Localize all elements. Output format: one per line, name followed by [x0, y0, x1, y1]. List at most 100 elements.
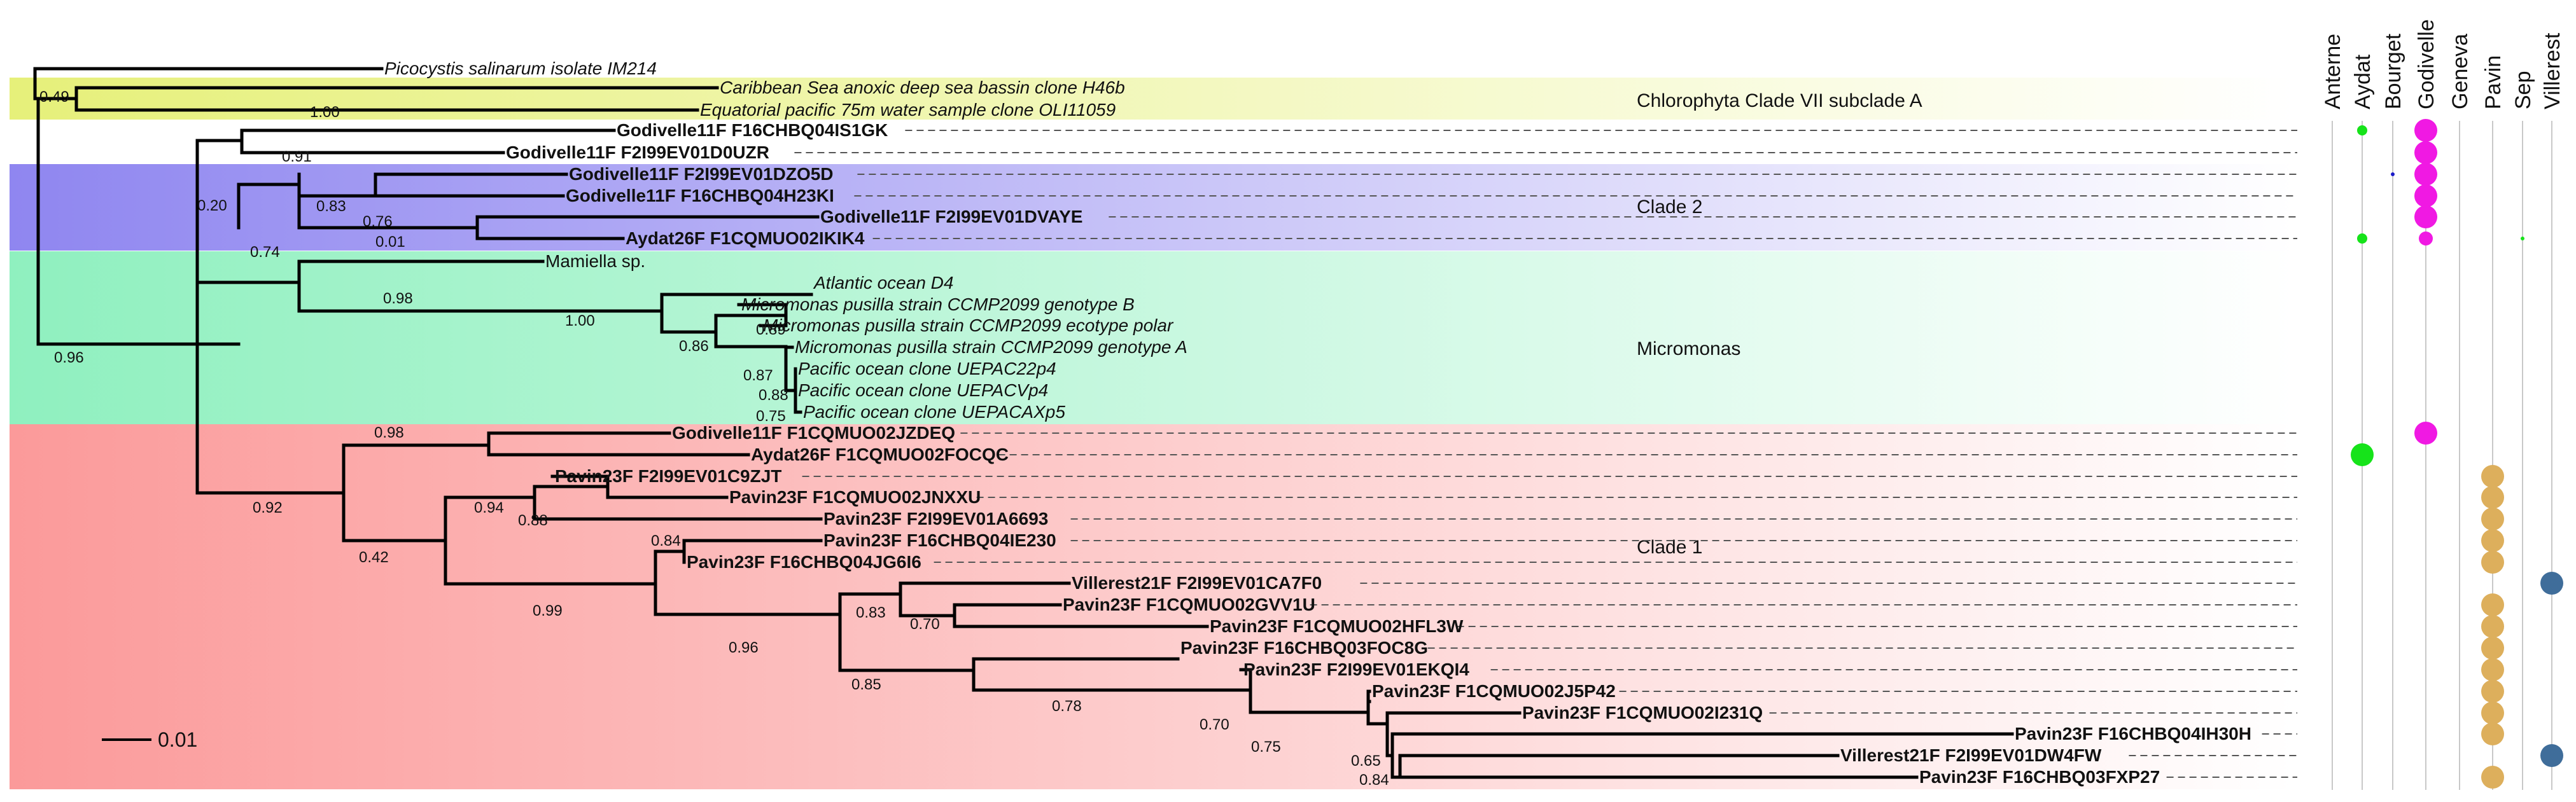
occurrence-bubble: [2481, 465, 2504, 488]
tip-label: Pavin23F F16CHBQ04IH30H: [2015, 724, 2251, 743]
band-chlorophyta: [10, 78, 2294, 120]
tip-label: Pavin23F F1CQMUO02JNXXU: [729, 487, 981, 507]
tip-guide-lines: [794, 130, 2297, 778]
tip-label: Atlantic ocean D4: [813, 273, 953, 293]
support-value: 0.92: [253, 499, 283, 516]
tip-label: Pavin23F F16CHBQ03FOC8G: [1180, 638, 1428, 658]
support-value: 0.84: [651, 532, 681, 550]
occurrence-bubble: [2414, 422, 2437, 445]
support-value: 0.84: [1359, 771, 1389, 789]
lake-header: Geneva: [2448, 34, 2472, 109]
occurrence-bubble: [2481, 529, 2504, 552]
scale-bar: 0.01: [102, 728, 197, 751]
occurrence-bubble: [2481, 766, 2504, 789]
tip-label: Pavin23F F1CQMUO02HFL3W: [1210, 616, 1464, 636]
support-value: 0.98: [374, 424, 404, 441]
tip-label: Pavin23F F1CQMUO02GVV1U: [1063, 595, 1315, 614]
clade-label-chlorophyta: Chlorophyta Clade VII subclade A: [1637, 90, 1922, 111]
tip-label: Pacific ocean clone UEPACVp4: [798, 380, 1048, 400]
support-value: 0.76: [363, 213, 393, 230]
support-value: 0.87: [743, 367, 773, 384]
support-value: 0.01: [375, 233, 405, 251]
clade-label-clade2: Clade 2: [1637, 197, 1702, 218]
lake-header: Godivelle: [2414, 19, 2439, 109]
occurrence-bubble: [2414, 184, 2437, 207]
tip-label: Pavin23F F16CHBQ04IE230: [823, 530, 1056, 550]
tip-label: Pavin23F F1CQMUO02I231Q: [1522, 703, 1763, 722]
tip-label: Godivelle11F F2I99EV01DVAYE: [820, 207, 1082, 226]
support-value: 0.65: [1351, 752, 1381, 770]
support-value: 0.20: [197, 197, 227, 214]
support-value: 0.88: [759, 387, 788, 404]
support-value: 0.70: [910, 616, 940, 633]
tip-label: Pavin23F F16CHBQ03FXP27: [1919, 767, 2160, 787]
occurrence-bubble: [2481, 702, 2504, 724]
support-value: 0.96: [54, 349, 84, 366]
tree-branches: [33, 67, 2014, 779]
occurrence-bubble: [2481, 637, 2504, 660]
support-value: 0.49: [39, 88, 69, 106]
support-value: 0.98: [383, 290, 413, 307]
tip-label: Micromonas pusilla strain CCMP2099 genot…: [795, 337, 1187, 357]
occurrence-bubble: [2414, 141, 2437, 164]
tip-label: Godivelle11F F2I99EV01DZO5D: [569, 164, 834, 184]
support-value: 0.75: [1251, 738, 1281, 756]
occurrence-bubble: [2414, 163, 2437, 186]
tip-label: Pavin23F F16CHBQ04JG6I6: [687, 552, 921, 572]
support-value: 0.89: [756, 321, 786, 338]
tip-label: Aydat26F F1CQMUO02IKIK4: [626, 228, 865, 248]
lake-header: Sep: [2511, 71, 2535, 110]
band-micromonas: [10, 251, 2294, 424]
tip-label: Mamiella sp.: [545, 251, 645, 271]
tip-label: Pacific ocean clone UEPACAXp5: [803, 402, 1065, 422]
tip-label: Equatorial pacific 75m water sample clon…: [700, 100, 1116, 120]
tip-label: Picocystis salinarum isolate IM214: [384, 59, 657, 78]
support-value: 0.74: [250, 244, 280, 261]
tip-label: Pavin23F F2I99EV01EKQI4: [1243, 660, 1469, 679]
lake-header: Villerest: [2540, 32, 2565, 109]
support-value: 0.42: [359, 549, 389, 566]
support-value: 0.99: [533, 602, 563, 619]
tip-label: Godivelle11F F16CHBQ04H23KI: [566, 186, 834, 205]
support-value: 0.83: [856, 604, 886, 621]
occurrence-bubble: [2357, 125, 2367, 135]
band-clade1: [10, 424, 2294, 789]
support-value: 0.88: [518, 512, 548, 529]
occurrence-bubble: [2357, 233, 2367, 244]
tip-label: Godivelle11F F1CQMUO02JZDEQ: [672, 423, 955, 443]
tip-label: Pavin23F F2I99EV01C9ZJT: [555, 466, 781, 486]
lake-header: Bourget: [2381, 33, 2405, 109]
tip-labels: Picocystis salinarum isolate IM214 Caribb…: [384, 59, 2251, 787]
tip-label: Villerest21F F2I99EV01CA7F0: [1072, 573, 1322, 593]
clade-bands: [10, 78, 2294, 789]
tip-label: Aydat26F F1CQMUO02FOCQC: [751, 445, 1009, 464]
support-value: 0.86: [679, 338, 709, 355]
occurrence-bubble: [2481, 680, 2504, 703]
support-value: 0.75: [756, 408, 786, 425]
occurrence-bubble: [2481, 722, 2504, 745]
lake-header: Aydat: [2351, 54, 2375, 109]
tip-label: Pavin23F F1CQMUO02J5P42: [1372, 681, 1616, 701]
occurrence-bubble: [2419, 232, 2433, 245]
support-value: 1.00: [310, 104, 340, 121]
support-value: 0.83: [316, 198, 346, 215]
occurrence-bubbles: [2351, 119, 2563, 789]
support-value: 0.91: [282, 148, 312, 165]
lake-headers: Anterne Aydat Bourget Godivelle Geneva Pavin S…: [2321, 19, 2565, 109]
occurrence-bubble: [2521, 237, 2524, 240]
support-value: 0.96: [729, 639, 759, 656]
tip-label: Pacific ocean clone UEPAC22p4: [798, 359, 1056, 378]
occurrence-bubble: [2481, 551, 2504, 574]
occurrence-bubble: [2481, 658, 2504, 681]
clade-label-micromonas: Micromonas: [1637, 338, 1740, 359]
scale-bar-label: 0.01: [158, 728, 197, 751]
occurrence-bubble: [2481, 486, 2504, 509]
occurrence-bubble: [2414, 119, 2437, 142]
tip-label: Micromonas pusilla strain CCMP2099 ecoty…: [763, 315, 1174, 335]
support-value: 0.70: [1200, 716, 1229, 733]
band-clade2: [10, 164, 2294, 251]
tip-label: Pavin23F F2I99EV01A6693: [823, 509, 1048, 529]
occurrence-bubble: [2351, 443, 2374, 466]
support-value: 0.78: [1052, 698, 1082, 715]
